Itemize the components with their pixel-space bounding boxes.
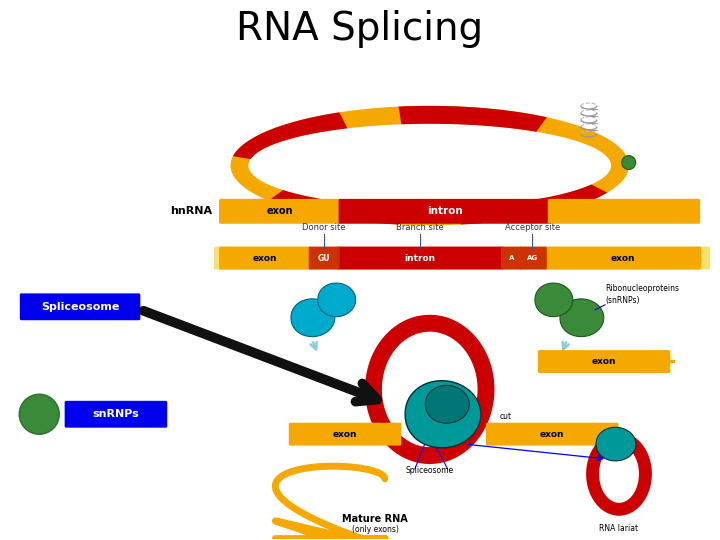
FancyBboxPatch shape: [219, 199, 341, 224]
Polygon shape: [405, 381, 481, 448]
Polygon shape: [291, 299, 335, 336]
Text: A: A: [509, 255, 514, 261]
Text: Spliceosome: Spliceosome: [405, 466, 454, 475]
FancyBboxPatch shape: [214, 247, 710, 269]
FancyBboxPatch shape: [486, 423, 618, 445]
FancyBboxPatch shape: [289, 423, 401, 445]
Circle shape: [622, 156, 636, 170]
Text: exon: exon: [333, 430, 357, 438]
Polygon shape: [365, 315, 495, 464]
Text: snRNPs: snRNPs: [93, 409, 140, 419]
FancyBboxPatch shape: [548, 199, 700, 224]
FancyBboxPatch shape: [336, 247, 504, 269]
Text: exon: exon: [611, 254, 635, 262]
Polygon shape: [269, 190, 401, 225]
Text: hnRNA: hnRNA: [171, 206, 212, 217]
FancyBboxPatch shape: [65, 401, 167, 428]
Text: Ribonucleoproteins
(snRNPs): Ribonucleoproteins (snRNPs): [605, 285, 679, 305]
Polygon shape: [458, 185, 607, 225]
FancyBboxPatch shape: [309, 247, 340, 269]
Ellipse shape: [19, 394, 59, 434]
Polygon shape: [426, 386, 469, 423]
Text: Acceptor site: Acceptor site: [505, 223, 560, 232]
Text: Donor site: Donor site: [302, 223, 346, 232]
FancyBboxPatch shape: [219, 247, 312, 269]
FancyBboxPatch shape: [20, 293, 140, 320]
Text: cut: cut: [500, 412, 512, 421]
Text: intron: intron: [405, 254, 436, 262]
Polygon shape: [233, 112, 348, 159]
Polygon shape: [535, 283, 573, 316]
Text: exon: exon: [267, 206, 294, 217]
Text: GU: GU: [318, 254, 330, 262]
Polygon shape: [596, 427, 636, 461]
Text: AG: AG: [527, 255, 539, 261]
Text: Spliceosome: Spliceosome: [41, 302, 120, 312]
FancyBboxPatch shape: [544, 247, 701, 269]
Text: RNA Splicing: RNA Splicing: [236, 10, 484, 48]
Text: exon: exon: [253, 254, 278, 262]
FancyBboxPatch shape: [519, 247, 546, 269]
Text: exon: exon: [592, 357, 616, 366]
Polygon shape: [230, 106, 629, 225]
Text: exon: exon: [540, 430, 564, 438]
Polygon shape: [586, 432, 652, 516]
FancyBboxPatch shape: [501, 247, 522, 269]
Text: intron: intron: [427, 206, 462, 217]
Polygon shape: [399, 106, 546, 132]
FancyBboxPatch shape: [538, 350, 670, 373]
Text: Mature RNA: Mature RNA: [342, 514, 408, 524]
Text: RNA lariat: RNA lariat: [600, 524, 639, 532]
Text: Branch site: Branch site: [396, 223, 444, 232]
FancyBboxPatch shape: [338, 199, 551, 224]
Text: (only exons): (only exons): [351, 525, 398, 534]
Polygon shape: [318, 283, 356, 316]
Polygon shape: [560, 299, 604, 336]
